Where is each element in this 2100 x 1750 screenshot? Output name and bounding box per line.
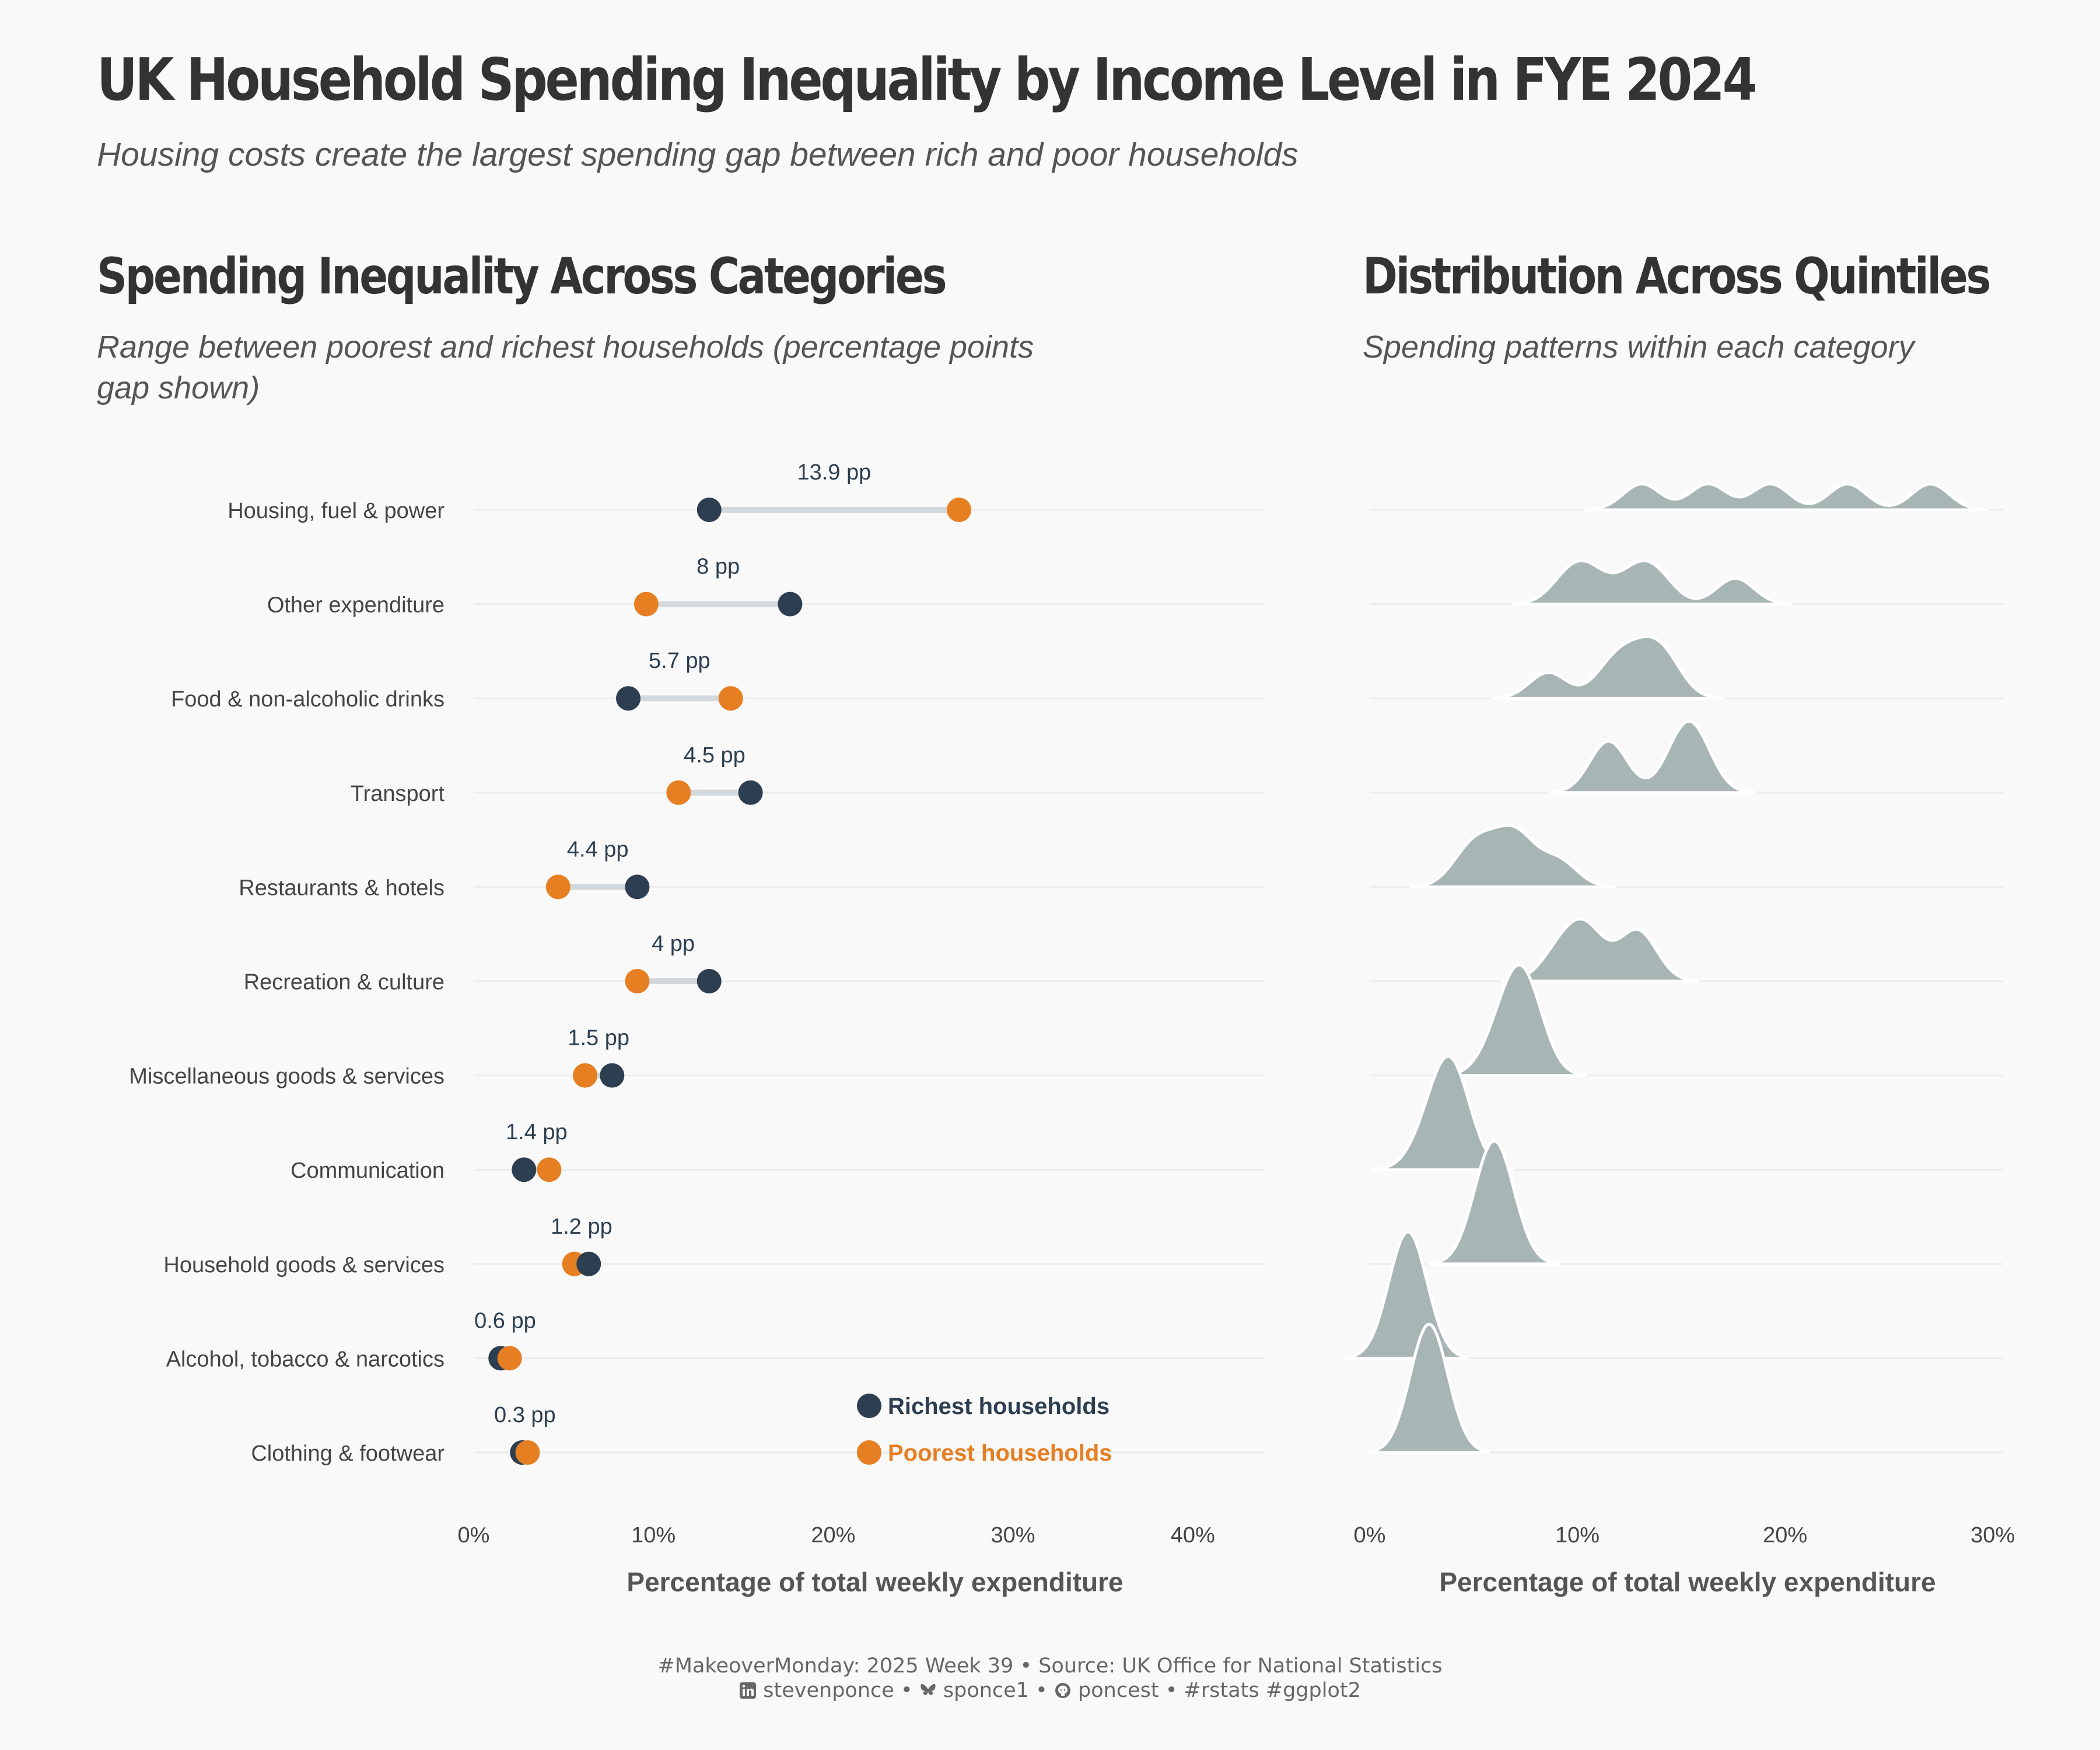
category-label: Other expenditure	[267, 593, 444, 618]
github-handle[interactable]: poncest	[1078, 1679, 1159, 1702]
poorest-point	[573, 1063, 598, 1088]
x-tick-label: 0%	[1354, 1523, 1386, 1548]
poorest-point	[545, 874, 570, 900]
richest-point	[616, 686, 641, 711]
richest-point	[696, 969, 722, 993]
density-ridge	[1490, 635, 1724, 700]
x-axis-title: Percentage of total weekly expenditure	[626, 1567, 1123, 1597]
x-tick-label: 30%	[991, 1523, 1035, 1548]
poorest-point	[625, 969, 650, 993]
gap-label: 1.4 pp	[506, 1120, 568, 1144]
category-label: Recreation & culture	[244, 970, 444, 995]
poorest-point	[634, 592, 659, 617]
page-subtitle: Housing costs create the largest spendin…	[97, 136, 1298, 173]
x-tick-label: 20%	[811, 1523, 855, 1548]
richest-point	[738, 780, 763, 805]
category-label: Food & non-alcoholic drinks	[171, 687, 444, 712]
gap-label: 8 pp	[696, 555, 740, 579]
density-ridge	[1409, 824, 1616, 888]
poorest-point	[497, 1346, 522, 1371]
x-tick-label: 40%	[1171, 1523, 1215, 1548]
x-tick-label: 20%	[1763, 1523, 1807, 1548]
category-label: Communication	[290, 1158, 444, 1183]
richest-point	[778, 592, 803, 617]
ridgeline-plot: 0% 10% 20% 30% Percentage of total weekly ex…	[1343, 482, 2015, 1597]
x-tick-label: 10%	[1555, 1523, 1600, 1548]
poorest-point	[666, 780, 691, 805]
left-panel-title: Spending Inequality Across Categories	[97, 247, 947, 306]
category-label: Restaurants & hotels	[239, 876, 444, 900]
gap-label: 13.9 pp	[797, 460, 872, 485]
x-tick-label: 0%	[458, 1523, 490, 1548]
richest-point	[512, 1157, 537, 1182]
caption-separator: •	[900, 1679, 913, 1702]
density-ridge	[1501, 917, 1700, 983]
linkedin-icon	[740, 1682, 757, 1699]
bluesky-handle[interactable]: sponce1	[943, 1679, 1029, 1702]
gap-label: 1.2 pp	[551, 1214, 612, 1239]
gap-label: 4.5 pp	[684, 743, 746, 768]
caption-line-1: #MakeoverMonday: 2025 Week 39 • Source: …	[657, 1654, 1443, 1678]
poorest-point	[947, 498, 972, 522]
gap-label: 0.3 pp	[494, 1403, 556, 1427]
caption-line-2: stevenponce • sponce1 • poncest • #rstat…	[0, 1679, 2100, 1702]
category-label: Transport	[351, 782, 445, 806]
density-ridge	[1549, 719, 1756, 794]
category-label: Household goods & services	[163, 1253, 444, 1278]
richest-point	[696, 498, 722, 522]
poorest-point	[718, 686, 743, 711]
linkedin-handle[interactable]: stevenponce	[763, 1679, 894, 1702]
gap-label: 1.5 pp	[568, 1026, 629, 1051]
github-icon	[1055, 1683, 1070, 1698]
density-ridge	[1428, 1139, 1560, 1266]
density-ridge	[1584, 482, 1988, 512]
gap-label: 4.4 pp	[567, 837, 629, 862]
caption-separator: •	[1035, 1679, 1048, 1702]
legend-richest-label: Richest households	[888, 1394, 1110, 1419]
caption-separator: •	[1165, 1679, 1178, 1702]
right-panel-title: Distribution Across Quintiles	[1363, 247, 1991, 306]
right-panel-subtitle: Spending patterns within each category	[1363, 330, 1915, 365]
gap-label: 5.7 pp	[649, 649, 710, 673]
x-tick-label: 10%	[631, 1523, 676, 1548]
dumbbell-plot: Housing, fuel & power 13.9 pp Other expend…	[129, 460, 1265, 1597]
category-label: Housing, fuel & power	[228, 499, 444, 523]
caption-hashtags: #rstats #ggplot2	[1184, 1679, 1361, 1702]
legend-richest-marker	[857, 1394, 881, 1418]
poorest-point	[537, 1157, 562, 1182]
page-title: UK Household Spending Inequality by Inco…	[97, 46, 1757, 114]
x-tick-label: 30%	[1971, 1523, 2015, 1548]
left-panel-subtitle: Range between poorest and richest househ…	[97, 330, 1034, 405]
x-axis-title: Percentage of total weekly expenditure	[1439, 1567, 1936, 1597]
density-ridge	[1343, 1230, 1469, 1360]
category-label: Alcohol, tobacco & narcotics	[166, 1347, 444, 1371]
legend-poorest-label: Poorest households	[888, 1440, 1112, 1466]
legend-poorest-marker	[857, 1440, 881, 1465]
density-ridge	[1441, 963, 1587, 1077]
density-ridge	[1368, 1322, 1490, 1454]
density-ridge	[1511, 559, 1793, 606]
bluesky-icon	[921, 1684, 936, 1696]
richest-point	[600, 1063, 625, 1088]
gap-label: 0.6 pp	[474, 1308, 536, 1333]
gap-label: 4 pp	[652, 932, 695, 956]
category-label: Miscellaneous goods & services	[129, 1065, 444, 1089]
category-label: Clothing & footwear	[251, 1441, 444, 1466]
richest-point	[576, 1251, 601, 1276]
poorest-point	[515, 1440, 540, 1465]
richest-point	[625, 874, 650, 900]
